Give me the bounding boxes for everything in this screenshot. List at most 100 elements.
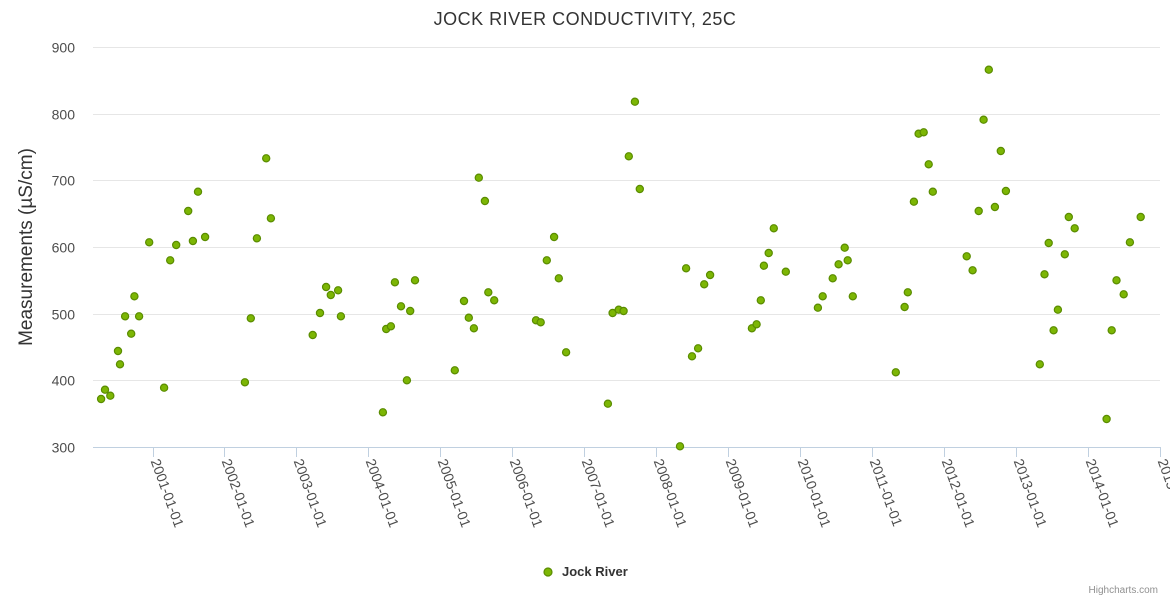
- data-point[interactable]: [106, 391, 115, 400]
- data-point[interactable]: [840, 243, 849, 252]
- data-point[interactable]: [246, 314, 255, 323]
- data-point[interactable]: [1112, 276, 1121, 285]
- data-point[interactable]: [113, 346, 123, 356]
- data-point[interactable]: [1119, 290, 1128, 299]
- data-point[interactable]: [144, 238, 154, 247]
- data-point[interactable]: [624, 152, 634, 161]
- credits-text[interactable]: Highcharts.com: [1089, 585, 1158, 596]
- data-point[interactable]: [752, 320, 761, 329]
- data-point[interactable]: [828, 274, 837, 283]
- data-point[interactable]: [165, 256, 175, 265]
- data-point[interactable]: [308, 330, 317, 340]
- data-point[interactable]: [843, 256, 852, 265]
- data-point[interactable]: [759, 261, 769, 270]
- data-point[interactable]: [693, 344, 703, 353]
- data-point[interactable]: [188, 236, 198, 246]
- data-point[interactable]: [240, 378, 250, 387]
- data-point[interactable]: [984, 65, 994, 74]
- data-point[interactable]: [928, 187, 938, 196]
- data-point[interactable]: [962, 252, 971, 261]
- data-point[interactable]: [333, 286, 343, 295]
- data-point[interactable]: [924, 160, 933, 169]
- data-point[interactable]: [1107, 326, 1116, 335]
- data-point[interactable]: [818, 292, 827, 301]
- data-point[interactable]: [990, 202, 1000, 212]
- data-point[interactable]: [378, 408, 388, 417]
- data-point[interactable]: [315, 308, 325, 318]
- data-point[interactable]: [469, 324, 479, 333]
- data-point[interactable]: [386, 322, 396, 331]
- data-point[interactable]: [1070, 224, 1079, 233]
- data-point[interactable]: [603, 399, 613, 408]
- data-point[interactable]: [171, 240, 181, 250]
- data-point[interactable]: [561, 348, 571, 357]
- data-point[interactable]: [1035, 360, 1045, 369]
- data-point[interactable]: [200, 232, 210, 242]
- data-point[interactable]: [262, 154, 271, 163]
- data-point[interactable]: [115, 360, 125, 369]
- data-point[interactable]: [159, 383, 169, 392]
- data-point[interactable]: [390, 278, 400, 287]
- data-point[interactable]: [700, 280, 709, 289]
- data-point[interactable]: [406, 306, 415, 316]
- data-point[interactable]: [675, 442, 685, 451]
- data-point[interactable]: [1001, 186, 1011, 196]
- data-point[interactable]: [266, 214, 276, 223]
- data-point[interactable]: [848, 292, 858, 301]
- data-point[interactable]: [96, 394, 106, 404]
- data-point[interactable]: [919, 128, 928, 137]
- data-point[interactable]: [979, 115, 988, 124]
- data-point[interactable]: [130, 292, 139, 301]
- data-point[interactable]: [1102, 414, 1111, 424]
- data-point[interactable]: [193, 187, 203, 196]
- legend[interactable]: Jock River: [543, 564, 628, 579]
- data-point[interactable]: [480, 196, 490, 206]
- data-point[interactable]: [903, 288, 913, 297]
- data-point[interactable]: [974, 206, 983, 216]
- data-point[interactable]: [474, 173, 483, 182]
- data-point[interactable]: [336, 312, 346, 321]
- data-point[interactable]: [630, 97, 640, 106]
- data-point[interactable]: [635, 184, 645, 194]
- data-point[interactable]: [1060, 250, 1070, 259]
- data-point[interactable]: [1125, 238, 1135, 247]
- data-point[interactable]: [764, 248, 773, 258]
- data-point[interactable]: [134, 312, 144, 321]
- data-point[interactable]: [996, 146, 1006, 156]
- data-point[interactable]: [1064, 212, 1074, 222]
- data-point[interactable]: [402, 376, 412, 385]
- data-point[interactable]: [756, 296, 766, 305]
- data-point[interactable]: [1136, 212, 1145, 222]
- data-point[interactable]: [781, 267, 791, 276]
- data-point[interactable]: [490, 296, 499, 305]
- data-point[interactable]: [484, 288, 493, 297]
- data-point[interactable]: [410, 276, 420, 285]
- data-point[interactable]: [1053, 305, 1063, 314]
- data-point[interactable]: [619, 306, 628, 316]
- data-point[interactable]: [813, 303, 823, 312]
- data-point[interactable]: [326, 290, 335, 300]
- data-point[interactable]: [554, 274, 564, 283]
- data-point[interactable]: [396, 302, 406, 311]
- data-point[interactable]: [900, 302, 909, 312]
- data-point[interactable]: [549, 232, 559, 242]
- data-point[interactable]: [542, 256, 552, 265]
- data-point[interactable]: [769, 224, 779, 233]
- data-point[interactable]: [834, 260, 843, 269]
- data-point[interactable]: [687, 352, 697, 361]
- data-point[interactable]: [464, 313, 473, 322]
- data-point[interactable]: [1049, 326, 1058, 335]
- data-point[interactable]: [891, 368, 901, 377]
- data-point[interactable]: [536, 318, 545, 327]
- data-point[interactable]: [705, 270, 715, 280]
- data-point[interactable]: [459, 296, 469, 306]
- data-point[interactable]: [120, 312, 130, 321]
- data-point[interactable]: [321, 282, 331, 292]
- data-point[interactable]: [968, 266, 977, 275]
- data-point[interactable]: [252, 234, 262, 243]
- data-point[interactable]: [1040, 270, 1049, 279]
- data-point[interactable]: [126, 329, 136, 338]
- data-point[interactable]: [909, 197, 919, 206]
- data-points[interactable]: [96, 65, 1145, 451]
- data-point[interactable]: [681, 264, 691, 273]
